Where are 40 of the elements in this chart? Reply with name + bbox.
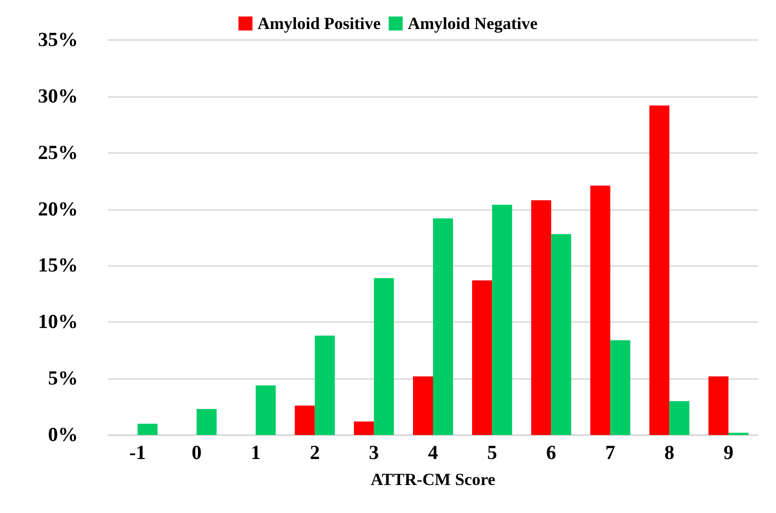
y-tick-label: 20% <box>38 198 78 220</box>
bar <box>354 421 374 435</box>
x-tick-label: 2 <box>310 442 320 464</box>
y-tick-label: 30% <box>38 85 78 108</box>
legend-label: Amyloid Positive <box>257 14 382 33</box>
bar <box>256 385 276 435</box>
bar <box>649 105 670 435</box>
bar <box>669 401 690 435</box>
y-tick-label: 15% <box>38 254 78 277</box>
x-tick-label: 1 <box>250 442 261 464</box>
bar <box>294 406 315 435</box>
x-tick-label: 9 <box>723 442 734 464</box>
bar <box>472 280 492 435</box>
y-tick-label: 10% <box>38 311 78 334</box>
x-tick-label: 7 <box>605 442 616 464</box>
x-axis-title: ATTR-CM Score <box>370 470 496 489</box>
legend-label: Amyloid Negative <box>408 14 538 33</box>
bar <box>374 278 394 435</box>
x-tick-label: 5 <box>487 442 498 464</box>
bar <box>590 186 610 435</box>
bar <box>492 204 512 435</box>
y-tick-label: 35% <box>38 29 78 51</box>
bar <box>138 424 158 435</box>
x-tick-label: 4 <box>428 442 438 464</box>
bar <box>314 336 335 435</box>
x-tick-label: 0 <box>192 442 202 464</box>
x-tick-label: 8 <box>664 442 674 464</box>
bar <box>551 234 572 435</box>
y-tick-label: 5% <box>48 368 78 390</box>
x-tick-label: -1 <box>129 442 146 464</box>
bar <box>433 218 453 435</box>
x-tick-label: 6 <box>546 442 556 464</box>
bar <box>610 340 630 435</box>
bar <box>413 376 433 435</box>
y-tick-label: 25% <box>38 142 78 164</box>
x-tick-label: 3 <box>368 442 379 464</box>
bar <box>708 376 728 435</box>
bar <box>531 200 552 435</box>
y-tick-label: 0% <box>48 424 78 446</box>
bar <box>196 409 217 435</box>
